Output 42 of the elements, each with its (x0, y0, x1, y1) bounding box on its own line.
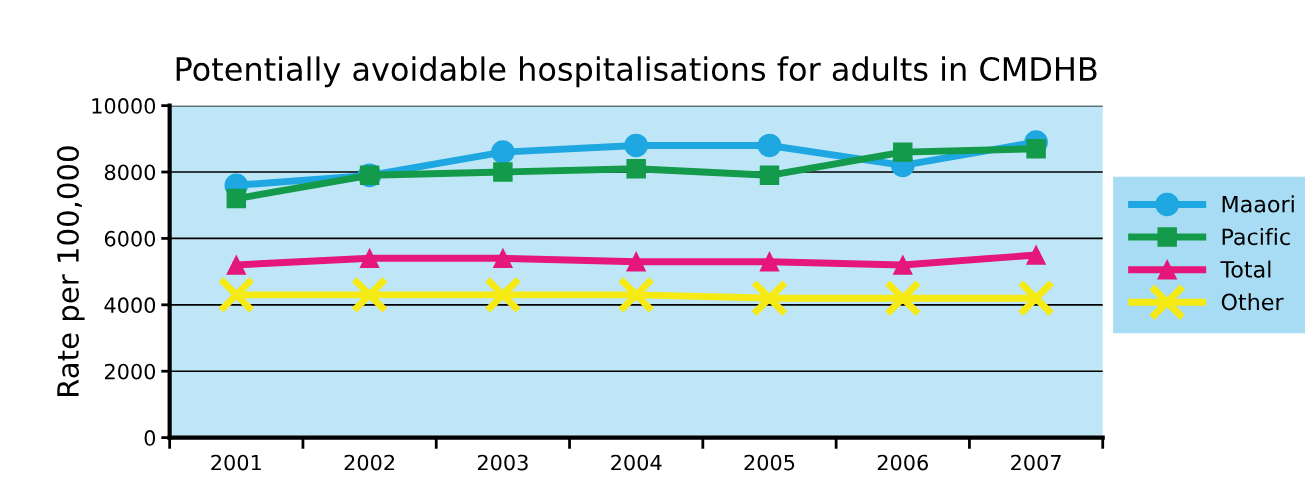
y-tick-label: 10000 (92, 98, 156, 114)
legend-label: Other (1221, 293, 1284, 311)
point (217, 276, 256, 314)
x-tick-label: 2007 (1011, 454, 1061, 471)
y-tick-label: 6000 (104, 230, 156, 247)
point (493, 162, 513, 182)
legend-label: Total (1220, 260, 1271, 278)
y-tick-label: 4000 (104, 297, 156, 314)
y-tick-label: 2000 (104, 363, 156, 380)
point (617, 276, 655, 314)
point (1026, 139, 1046, 159)
x-tick-label: 2006 (877, 454, 928, 471)
legend-label: Pacific (1222, 227, 1290, 246)
point (750, 279, 789, 317)
point (226, 255, 247, 275)
point (626, 251, 646, 272)
point (1017, 279, 1055, 317)
chart-title: Potentially avoidable hospitalisations for adults in CMDHB (176, 56, 1097, 88)
point (350, 276, 389, 314)
point (484, 276, 522, 314)
point (493, 248, 513, 269)
x-tick-label: 2002 (344, 454, 395, 471)
y-axis-title: Rate per 100,000 (56, 146, 85, 396)
x-tick-label: 2003 (477, 454, 528, 471)
x-tick-label: 2001 (211, 454, 261, 471)
point (759, 251, 780, 272)
point (757, 133, 782, 158)
point (626, 158, 646, 179)
x-tick-label: 2005 (744, 454, 795, 471)
point (884, 279, 922, 317)
point (893, 142, 913, 162)
x-tick-label: 2004 (611, 454, 662, 471)
point (893, 255, 913, 275)
point (624, 133, 648, 158)
legend-label: Maaori (1222, 195, 1294, 213)
y-tick-label: 0 (144, 430, 156, 446)
y-tick-label: 8000 (104, 164, 156, 181)
point (226, 188, 247, 209)
point (359, 248, 380, 269)
point (491, 140, 515, 164)
point (1026, 245, 1046, 265)
point (759, 165, 780, 186)
